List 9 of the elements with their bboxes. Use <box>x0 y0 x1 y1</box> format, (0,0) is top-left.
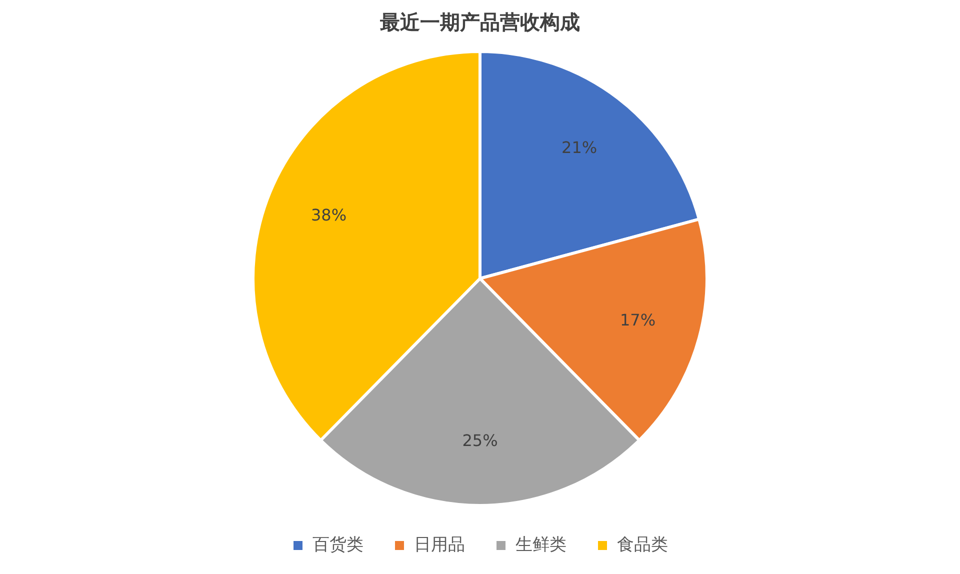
legend-label: 食品类 <box>617 534 668 555</box>
legend-label: 百货类 <box>312 534 364 555</box>
legend-label: 日用品 <box>414 534 465 555</box>
chart-title: 最近一期产品营收构成 <box>379 10 580 34</box>
data-label: 38% <box>310 206 347 225</box>
legend-label: 生鲜类 <box>516 534 566 555</box>
data-label: 17% <box>620 310 656 330</box>
data-label: 21% <box>562 138 598 157</box>
data-label: 25% <box>462 431 498 450</box>
